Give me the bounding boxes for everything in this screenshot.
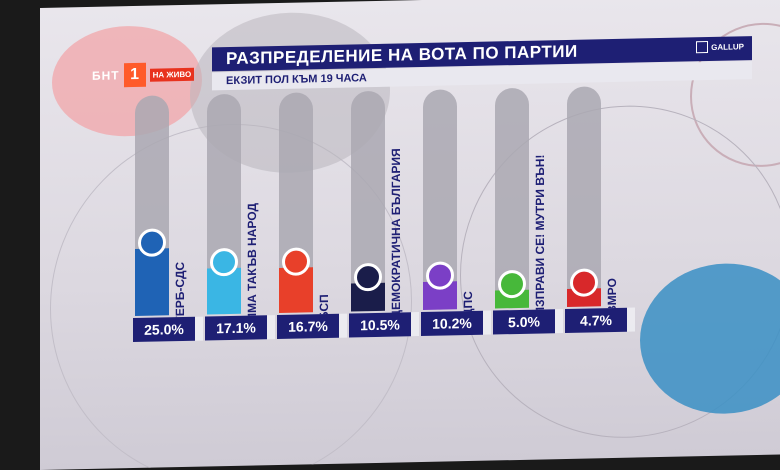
category-label: ИЗПРАВИ СЕ! МУТРИ ВЪН! [533,154,547,316]
data-label: 16.7% [277,313,339,340]
party-color-dot [138,227,166,257]
bar [135,247,169,317]
data-label: 17.1% [205,315,267,341]
category-label: ГЕРБ-СДС [173,261,187,324]
tv-screen: БНТ 1 НА ЖИВО РАЗПРЕДЕЛЕНИЕ НА ВОТА ПО П… [40,0,780,470]
category-label: ДПС [461,291,475,318]
data-label: 5.0% [493,309,555,335]
data-label: 10.5% [349,312,411,338]
category-label: БСП [317,294,331,321]
bar-chart: ГЕРБ-СДС 25.0% ИМА ТАКЪВ НАРОД 17.1% БСП 16.7… [40,0,780,470]
category-label: ДЕМОКРАТИЧНА БЪЛГАРИЯ [389,148,403,319]
category-label: ИМА ТАКЪВ НАРОД [245,202,259,322]
data-label: 4.7% [565,307,627,334]
party-color-dot [354,262,382,292]
data-label: 10.2% [421,310,483,337]
category-label: ВМРО [605,278,619,315]
data-label: 25.0% [133,316,195,343]
